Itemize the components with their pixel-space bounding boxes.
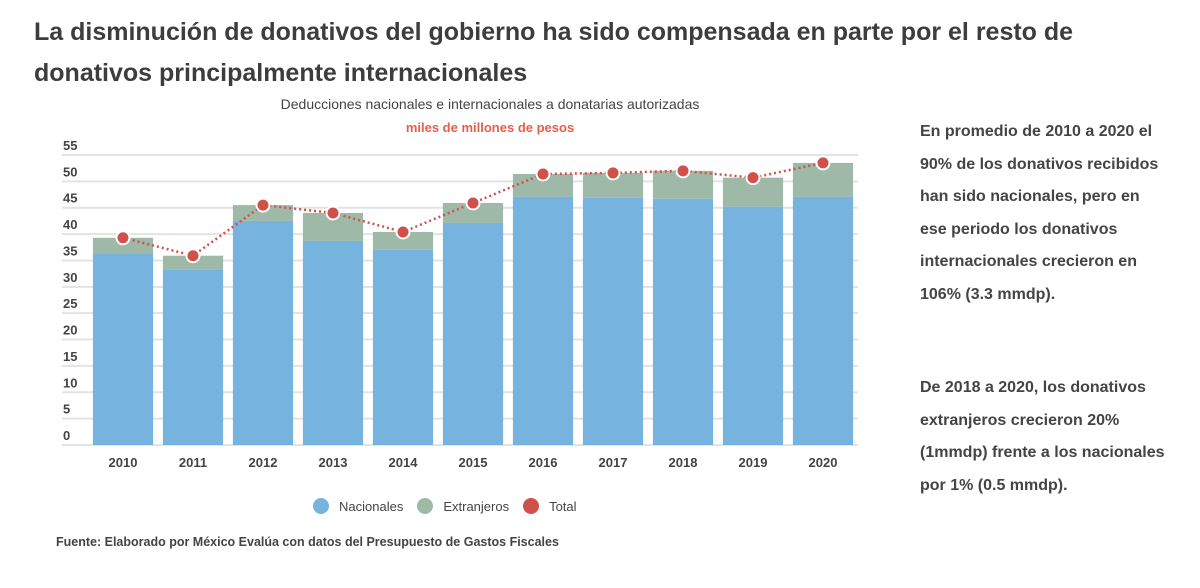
total-point: [395, 224, 411, 240]
legend-label: Nacionales: [339, 498, 404, 514]
y-tick-label: 20: [63, 323, 77, 338]
x-tick-label: 2016: [529, 455, 558, 470]
x-axis-ticks: 2010 2011 2012 2013 2014 2015 2016 2017 2018 2019…: [109, 455, 838, 470]
bar-nacionales: [792, 196, 854, 445]
bar-nacionales: [652, 198, 714, 445]
y-tick-label: 0: [63, 428, 70, 443]
total-point: [465, 195, 481, 211]
y-tick-label: 25: [63, 296, 77, 311]
total-point: [535, 166, 551, 182]
total-point: [255, 197, 271, 213]
bar-nacionales: [232, 220, 294, 445]
y-tick-label: 15: [63, 349, 77, 364]
x-tick-label: 2020: [809, 455, 838, 470]
y-tick-label: 30: [63, 270, 77, 285]
x-tick-label: 2015: [459, 455, 488, 470]
headline: La disminución de donativos del gobierno…: [34, 18, 1074, 87]
bar-extranjeros: [372, 231, 434, 250]
legend-item-nacionales[interactable]: Nacionales: [313, 498, 403, 514]
legend: Nacionales Extranjeros Total: [313, 498, 591, 514]
x-tick-label: 2013: [319, 455, 348, 470]
y-axis-ticks: 0 5 10 15 20 25 30 35 40 45 50 55: [63, 138, 77, 443]
total-point: [185, 248, 201, 264]
bar-nacionales: [512, 196, 574, 445]
bar-nacionales: [442, 223, 504, 445]
x-tick-label: 2017: [599, 455, 628, 470]
bar-nacionales: [372, 249, 434, 445]
chart-subtitle: miles de millones de pesos: [405, 120, 575, 135]
total-point: [115, 230, 131, 246]
side-paragraph-2: De 2018 a 2020, los donativos extranjero…: [920, 372, 1170, 502]
bars: [92, 162, 854, 445]
bar-extranjeros: [512, 173, 574, 197]
bar-nacionales: [92, 253, 154, 445]
total-point: [605, 165, 621, 181]
bar-nacionales: [302, 240, 364, 445]
legend-label: Extranjeros: [443, 498, 510, 514]
source-note: Fuente: Elaborado por México Evalúa con …: [56, 535, 559, 549]
x-tick-label: 2014: [389, 455, 419, 470]
bar-nacionales: [582, 197, 644, 445]
total-line-path: [122, 161, 824, 258]
side-paragraph-1: En promedio de 2010 a 2020 el 90% de los…: [920, 116, 1170, 311]
bar-extranjeros: [232, 205, 294, 221]
total-point: [325, 205, 341, 221]
total-point: [815, 155, 831, 171]
x-tick-label: 2010: [109, 455, 138, 470]
legend-swatch-total: [523, 498, 540, 514]
chart-title: Deducciones nacionales e internacionales…: [280, 96, 700, 112]
y-tick-label: 50: [63, 164, 77, 179]
y-tick-label: 40: [63, 217, 77, 232]
legend-item-total[interactable]: Total: [523, 498, 577, 514]
legend-swatch-nacionales: [313, 498, 329, 514]
side-text-2: De 2018 a 2020, los donativos extranjero…: [920, 379, 1165, 494]
bar-nacionales: [722, 206, 784, 445]
x-tick-label: 2019: [739, 455, 768, 470]
y-tick-label: 5: [63, 402, 70, 417]
bar-nacionales: [162, 269, 224, 445]
legend-swatch-extranjeros: [417, 498, 434, 514]
legend-label: Total: [549, 498, 577, 514]
y-tick-label: 55: [63, 138, 77, 153]
side-text-1: En promedio de 2010 a 2020 el 90% de los…: [920, 123, 1159, 303]
x-tick-label: 2012: [249, 455, 278, 470]
y-tick-label: 35: [63, 243, 77, 258]
total-line: [115, 155, 831, 264]
y-tick-label: 45: [63, 191, 77, 206]
x-tick-label: 2011: [179, 455, 207, 470]
total-point: [745, 170, 761, 186]
total-point: [675, 163, 691, 179]
y-tick-label: 10: [63, 375, 77, 390]
x-tick-label: 2018: [669, 455, 698, 470]
legend-item-extranjeros[interactable]: Extranjeros: [417, 498, 509, 514]
